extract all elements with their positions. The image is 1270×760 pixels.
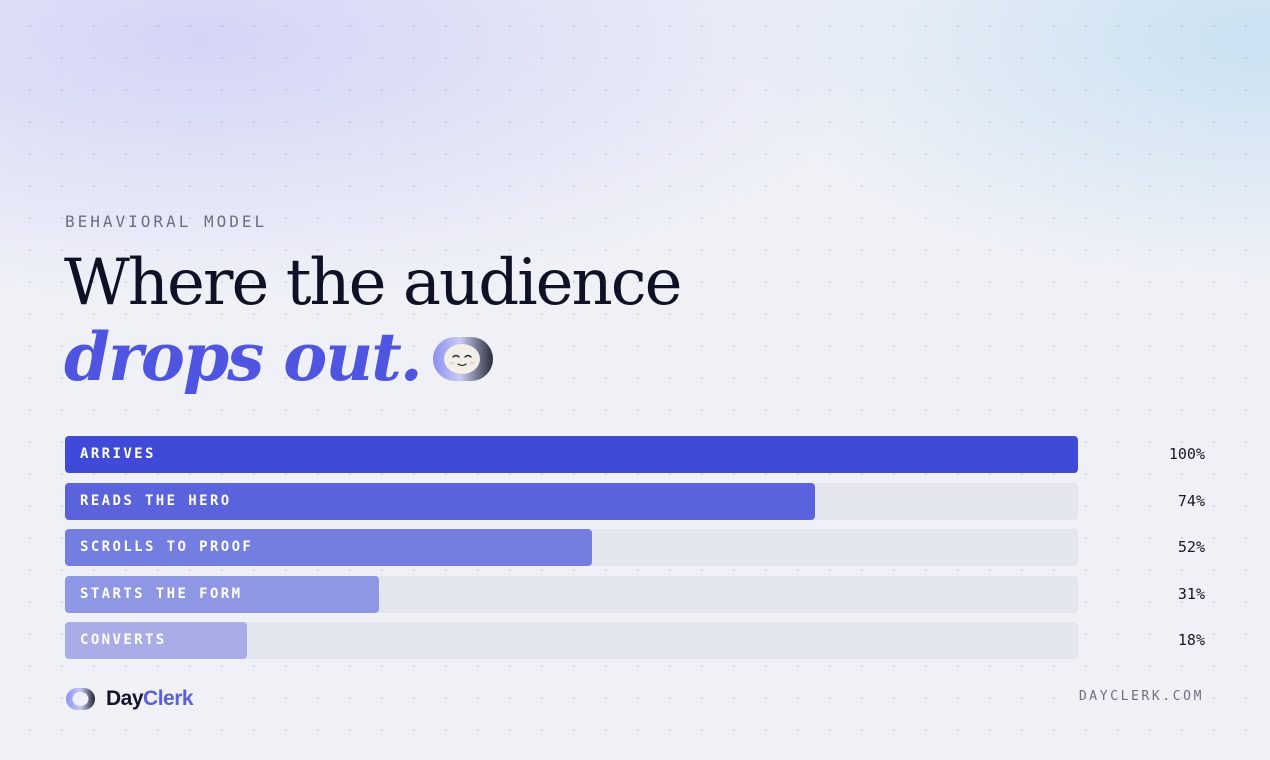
bar-label: STARTS THE FORM [80, 586, 243, 602]
brand-name-day: Day [106, 687, 144, 710]
bar-label: CONVERTS [80, 632, 167, 648]
bar-label: SCROLLS TO PROOF [80, 539, 254, 555]
bar-value-label: 31% [1177, 585, 1205, 603]
bar-value-label: 100% [1168, 445, 1205, 463]
bar-track: ARRIVES [65, 436, 1078, 473]
bar-label: READS THE HERO [80, 493, 232, 509]
bar-value-label: 52% [1177, 538, 1205, 556]
bar-track: SCROLLS TO PROOF [65, 529, 1078, 566]
headline-line-1: Where the audience [64, 246, 682, 320]
bar-value-label: 18% [1177, 631, 1205, 649]
bar-fill [65, 529, 592, 566]
headline-line-2: drops out. [64, 318, 423, 396]
bar-label: ARRIVES [80, 446, 156, 462]
eyebrow-label: BEHAVIORAL MODEL [65, 212, 268, 231]
smiling-face-ring-icon [433, 337, 493, 381]
bar-track: READS THE HERO [65, 483, 1078, 520]
bar-fill [65, 622, 248, 659]
dayclerk-ring-logo-icon [66, 688, 95, 710]
bar-track: CONVERTS [65, 622, 1078, 659]
funnel-bar-chart: ARRIVES 100% READS THE HERO 74% SCROLLS TO P… [65, 436, 1205, 660]
brand: DayClerk [65, 686, 194, 712]
bar-fill [65, 436, 1078, 473]
site-url: DAYCLERK.COM [1078, 689, 1204, 704]
brand-name-clerk: Clerk [143, 687, 194, 710]
brand-name: DayClerk [106, 687, 194, 711]
bar-fill [65, 576, 380, 613]
bar-value-label: 74% [1177, 492, 1205, 510]
bar-fill [65, 483, 815, 520]
bar-track: STARTS THE FORM [65, 576, 1078, 613]
